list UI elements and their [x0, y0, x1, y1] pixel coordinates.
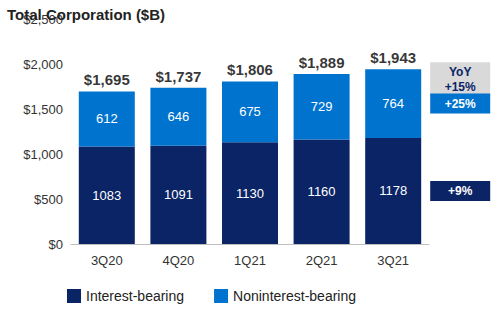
svg-text:+15%: +15%: [445, 80, 476, 94]
svg-text:Total Corporation ($B): Total Corporation ($B): [7, 6, 165, 23]
svg-text:2Q21: 2Q21: [306, 253, 338, 268]
svg-text:1160: 1160: [308, 184, 336, 199]
svg-text:4Q20: 4Q20: [162, 253, 194, 268]
svg-text:+25%: +25%: [445, 97, 476, 111]
svg-text:1091: 1091: [164, 187, 193, 202]
svg-text:$1,943: $1,943: [370, 49, 416, 66]
svg-text:+9%: +9%: [448, 184, 473, 198]
svg-text:Interest-bearing: Interest-bearing: [86, 288, 184, 304]
svg-text:$1,806: $1,806: [227, 61, 273, 78]
svg-text:1083: 1083: [92, 188, 121, 203]
svg-text:Noninterest-bearing: Noninterest-bearing: [233, 288, 356, 304]
svg-text:$1,500: $1,500: [23, 102, 63, 117]
svg-text:1Q21: 1Q21: [234, 253, 266, 268]
svg-text:729: 729: [311, 99, 333, 114]
svg-text:612: 612: [96, 111, 118, 126]
svg-text:$1,695: $1,695: [84, 71, 130, 88]
svg-text:1178: 1178: [379, 183, 407, 198]
svg-text:3Q21: 3Q21: [377, 253, 409, 268]
svg-text:YoY: YoY: [449, 65, 471, 79]
svg-text:1130: 1130: [236, 186, 264, 201]
svg-text:3Q20: 3Q20: [91, 253, 123, 268]
svg-text:764: 764: [382, 96, 404, 111]
svg-text:$1,889: $1,889: [299, 54, 345, 71]
svg-text:$2,000: $2,000: [23, 57, 63, 72]
svg-text:$0: $0: [49, 237, 63, 252]
svg-text:$1,737: $1,737: [155, 68, 201, 85]
svg-text:$500: $500: [34, 192, 63, 207]
svg-text:675: 675: [239, 104, 261, 119]
svg-text:646: 646: [168, 109, 190, 124]
svg-text:$1,000: $1,000: [23, 147, 63, 162]
